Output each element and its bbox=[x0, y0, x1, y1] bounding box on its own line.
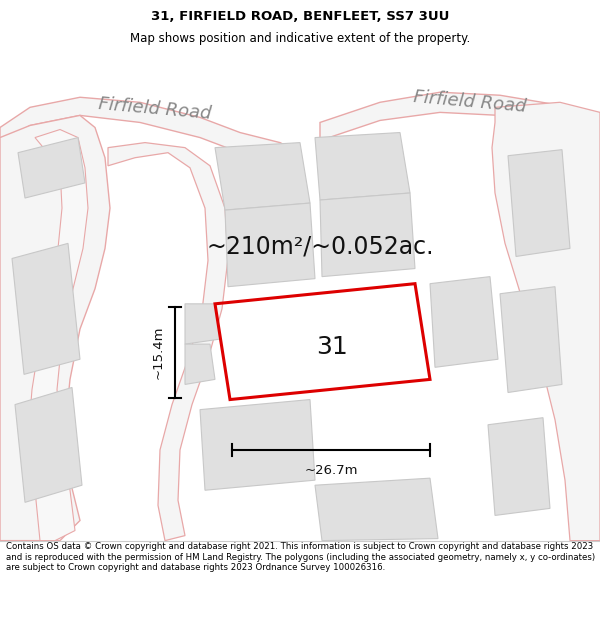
Text: Map shows position and indicative extent of the property.: Map shows position and indicative extent… bbox=[130, 32, 470, 45]
Polygon shape bbox=[320, 193, 415, 277]
Polygon shape bbox=[0, 116, 110, 541]
Text: 31: 31 bbox=[317, 334, 349, 359]
Polygon shape bbox=[500, 287, 562, 392]
Polygon shape bbox=[225, 203, 315, 287]
Polygon shape bbox=[492, 102, 600, 541]
Text: 31, FIRFIELD ROAD, BENFLEET, SS7 3UU: 31, FIRFIELD ROAD, BENFLEET, SS7 3UU bbox=[151, 10, 449, 23]
Polygon shape bbox=[108, 142, 228, 541]
Polygon shape bbox=[508, 149, 570, 256]
Polygon shape bbox=[185, 304, 220, 344]
Polygon shape bbox=[430, 277, 498, 368]
Polygon shape bbox=[0, 98, 290, 162]
Polygon shape bbox=[320, 92, 600, 141]
Text: ~26.7m: ~26.7m bbox=[304, 464, 358, 477]
Polygon shape bbox=[488, 418, 550, 516]
Polygon shape bbox=[315, 478, 438, 541]
Polygon shape bbox=[215, 142, 310, 210]
Polygon shape bbox=[18, 138, 85, 198]
Polygon shape bbox=[15, 388, 82, 502]
Polygon shape bbox=[185, 344, 215, 384]
Text: Contains OS data © Crown copyright and database right 2021. This information is : Contains OS data © Crown copyright and d… bbox=[6, 542, 595, 572]
Polygon shape bbox=[200, 399, 315, 490]
Text: Firfield Road: Firfield Road bbox=[413, 88, 527, 116]
Text: ~15.4m: ~15.4m bbox=[152, 326, 165, 379]
Text: ~210m²/~0.052ac.: ~210m²/~0.052ac. bbox=[206, 234, 434, 258]
Polygon shape bbox=[28, 129, 88, 541]
Polygon shape bbox=[315, 132, 410, 200]
Polygon shape bbox=[12, 243, 80, 374]
Text: Firfield Road: Firfield Road bbox=[98, 96, 212, 123]
